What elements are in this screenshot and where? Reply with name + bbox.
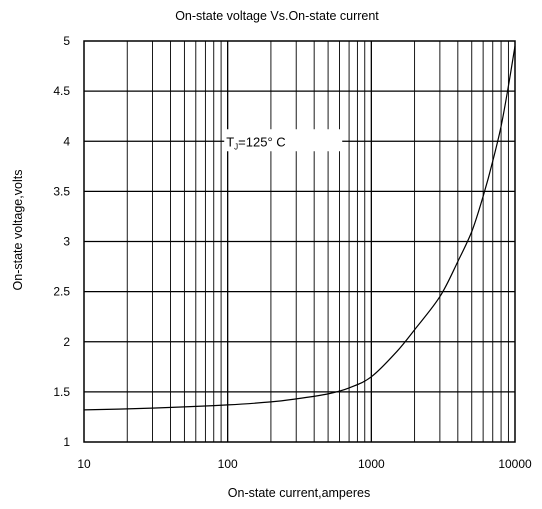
x-tick-label: 100 (218, 457, 238, 471)
annotation: TJ=125° C (224, 129, 343, 152)
y-tick-label: 2 (63, 335, 70, 349)
series-curve (83, 45, 516, 411)
y-tick-label: 1 (63, 435, 70, 449)
y-tick-label: 5 (63, 34, 70, 48)
y-axis-label: On-state voltage,volts (11, 170, 25, 291)
annotation-text: TJ=125° C (226, 134, 285, 151)
y-tick-label: 3.5 (53, 184, 70, 198)
x-tick-label: 10 (77, 457, 91, 471)
x-tick-label: 1000 (358, 457, 385, 471)
y-tick-labels: 1 1.5 2 2.5 3 3.5 4 4.5 5 (53, 34, 70, 449)
y-tick-label: 1.5 (53, 385, 70, 399)
plot-frame (83, 40, 516, 443)
y-tick-label: 4.5 (53, 84, 70, 98)
annotation-bg (224, 129, 343, 152)
x-axis-label: On-state current,amperes (228, 486, 370, 500)
y-tick-label: 4 (63, 134, 70, 148)
chart-title: On-state voltage Vs.On-state current (175, 9, 379, 23)
x-tick-label: 10000 (498, 457, 532, 471)
x-tick-labels: 10 100 1000 10000 (77, 457, 532, 471)
y-tick-label: 3 (63, 235, 70, 249)
y-tick-label: 2.5 (53, 285, 70, 299)
grid (84, 41, 515, 442)
